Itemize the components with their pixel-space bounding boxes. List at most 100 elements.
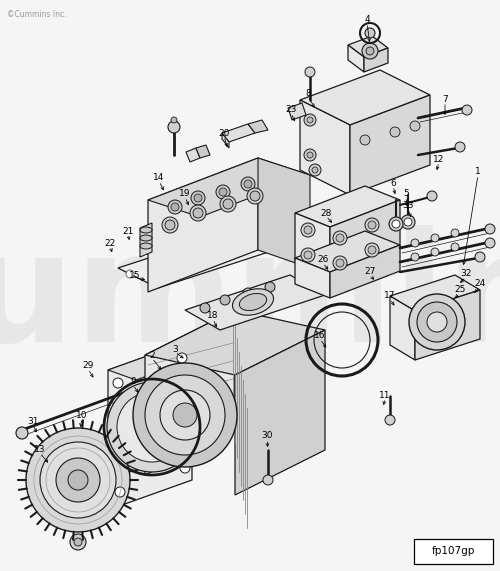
Text: fp107gp: fp107gp xyxy=(432,546,474,556)
Circle shape xyxy=(246,224,254,232)
Circle shape xyxy=(462,105,472,115)
Circle shape xyxy=(219,188,227,196)
Polygon shape xyxy=(222,124,255,142)
Polygon shape xyxy=(196,145,210,158)
Circle shape xyxy=(366,47,374,55)
Circle shape xyxy=(385,415,395,425)
Circle shape xyxy=(410,121,420,131)
Ellipse shape xyxy=(232,289,274,315)
Text: 11: 11 xyxy=(380,391,391,400)
Circle shape xyxy=(431,234,439,242)
Circle shape xyxy=(250,191,260,201)
Circle shape xyxy=(220,196,236,212)
Text: 6: 6 xyxy=(390,179,396,187)
Circle shape xyxy=(168,121,180,133)
Polygon shape xyxy=(258,158,310,268)
Circle shape xyxy=(451,243,459,251)
Polygon shape xyxy=(295,186,400,227)
Text: 15: 15 xyxy=(129,271,141,279)
Ellipse shape xyxy=(160,250,190,270)
Circle shape xyxy=(243,288,253,298)
Circle shape xyxy=(160,390,210,440)
Circle shape xyxy=(16,427,28,439)
Polygon shape xyxy=(390,275,480,311)
Text: 20: 20 xyxy=(218,128,230,138)
Circle shape xyxy=(307,152,313,158)
Polygon shape xyxy=(348,45,364,72)
Circle shape xyxy=(193,208,203,218)
Circle shape xyxy=(431,248,439,256)
Text: 12: 12 xyxy=(434,155,444,163)
Text: 21: 21 xyxy=(122,227,134,235)
Circle shape xyxy=(151,261,159,269)
Circle shape xyxy=(168,200,182,214)
Ellipse shape xyxy=(140,235,152,241)
Circle shape xyxy=(336,259,344,267)
Text: 22: 22 xyxy=(104,239,116,247)
Polygon shape xyxy=(295,213,330,275)
Polygon shape xyxy=(145,310,235,475)
Circle shape xyxy=(301,248,315,262)
Circle shape xyxy=(401,215,415,229)
Circle shape xyxy=(404,218,412,226)
Circle shape xyxy=(190,205,206,221)
Circle shape xyxy=(368,246,376,254)
Circle shape xyxy=(145,375,225,455)
Circle shape xyxy=(220,295,230,305)
Circle shape xyxy=(304,226,312,234)
FancyBboxPatch shape xyxy=(414,538,492,564)
Circle shape xyxy=(333,256,347,270)
Circle shape xyxy=(265,282,275,292)
Circle shape xyxy=(305,67,315,77)
Polygon shape xyxy=(350,95,430,195)
Circle shape xyxy=(309,164,321,176)
Circle shape xyxy=(389,217,403,231)
Text: Cummins: Cummins xyxy=(0,226,500,375)
Polygon shape xyxy=(222,133,229,148)
Polygon shape xyxy=(390,296,415,360)
Circle shape xyxy=(165,220,175,230)
Circle shape xyxy=(241,177,255,191)
Polygon shape xyxy=(415,290,480,360)
Circle shape xyxy=(365,218,379,232)
Polygon shape xyxy=(118,225,290,288)
Circle shape xyxy=(485,224,495,234)
Polygon shape xyxy=(148,158,310,217)
Circle shape xyxy=(333,231,347,245)
Circle shape xyxy=(117,392,187,462)
Circle shape xyxy=(368,221,376,229)
Circle shape xyxy=(74,538,82,546)
Text: 29: 29 xyxy=(82,361,94,371)
Text: 17: 17 xyxy=(384,292,396,300)
Circle shape xyxy=(271,234,279,242)
Circle shape xyxy=(70,534,86,550)
Polygon shape xyxy=(295,231,400,272)
Circle shape xyxy=(115,487,125,497)
Polygon shape xyxy=(108,340,192,510)
Circle shape xyxy=(451,229,459,237)
Circle shape xyxy=(365,243,379,257)
Circle shape xyxy=(194,194,202,202)
Text: 25: 25 xyxy=(454,286,466,295)
Circle shape xyxy=(223,199,233,209)
Text: 4: 4 xyxy=(364,15,370,25)
Polygon shape xyxy=(108,340,220,380)
Circle shape xyxy=(180,463,190,473)
Circle shape xyxy=(26,428,130,532)
Ellipse shape xyxy=(140,243,152,249)
Circle shape xyxy=(417,302,457,342)
Polygon shape xyxy=(364,48,388,72)
Circle shape xyxy=(336,234,344,242)
Text: 14: 14 xyxy=(154,174,164,183)
Polygon shape xyxy=(185,275,325,330)
Text: 31: 31 xyxy=(27,417,39,427)
Text: 2: 2 xyxy=(149,351,155,360)
Circle shape xyxy=(427,191,437,201)
Text: 32: 32 xyxy=(460,270,471,279)
Text: 13: 13 xyxy=(34,445,46,455)
Polygon shape xyxy=(300,70,430,125)
Text: 28: 28 xyxy=(320,208,332,218)
Text: 33: 33 xyxy=(402,202,414,211)
Polygon shape xyxy=(145,310,325,375)
Text: 27: 27 xyxy=(364,267,376,276)
